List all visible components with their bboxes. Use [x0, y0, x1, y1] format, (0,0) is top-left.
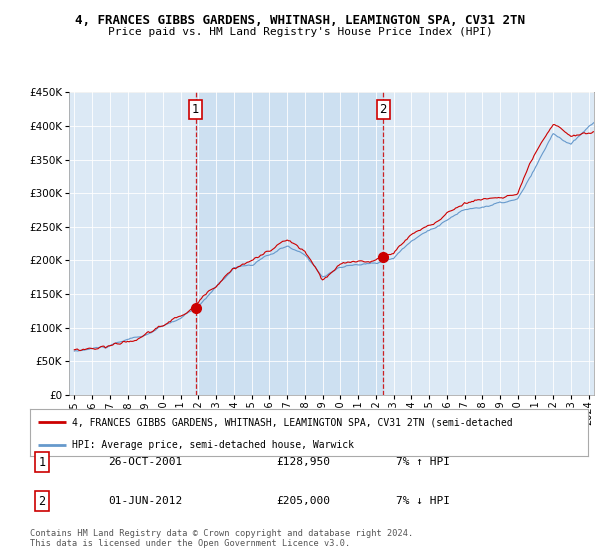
Text: Contains HM Land Registry data © Crown copyright and database right 2024.: Contains HM Land Registry data © Crown c…	[30, 529, 413, 538]
Text: HPI: Average price, semi-detached house, Warwick: HPI: Average price, semi-detached house,…	[72, 440, 354, 450]
Text: 2: 2	[379, 102, 387, 116]
Text: 26-OCT-2001: 26-OCT-2001	[108, 457, 182, 467]
Text: 1: 1	[192, 102, 199, 116]
Text: 4, FRANCES GIBBS GARDENS, WHITNASH, LEAMINGTON SPA, CV31 2TN (semi-detached: 4, FRANCES GIBBS GARDENS, WHITNASH, LEAM…	[72, 417, 512, 427]
Text: 7% ↑ HPI: 7% ↑ HPI	[396, 457, 450, 467]
Bar	[196, 92, 383, 395]
Text: £128,950: £128,950	[276, 457, 330, 467]
Text: This data is licensed under the Open Government Licence v3.0.: This data is licensed under the Open Gov…	[30, 539, 350, 548]
Text: 1: 1	[38, 455, 46, 469]
Text: Price paid vs. HM Land Registry's House Price Index (HPI): Price paid vs. HM Land Registry's House …	[107, 27, 493, 37]
Text: 01-JUN-2012: 01-JUN-2012	[108, 496, 182, 506]
Text: 4, FRANCES GIBBS GARDENS, WHITNASH, LEAMINGTON SPA, CV31 2TN: 4, FRANCES GIBBS GARDENS, WHITNASH, LEAM…	[75, 14, 525, 27]
Text: £205,000: £205,000	[276, 496, 330, 506]
Text: 2: 2	[38, 494, 46, 508]
Text: 7% ↓ HPI: 7% ↓ HPI	[396, 496, 450, 506]
